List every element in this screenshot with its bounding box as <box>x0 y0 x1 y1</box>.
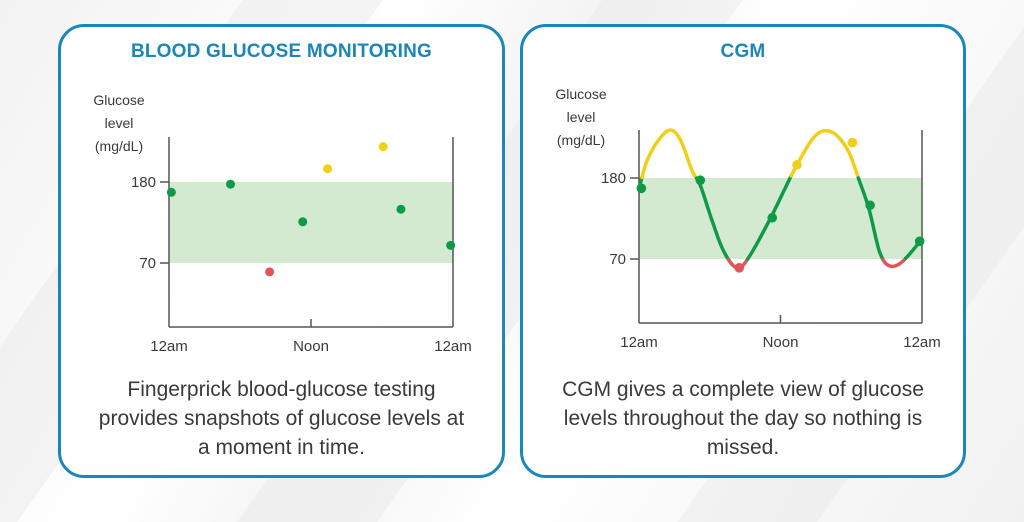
blood-glucose-monitoring-panel: BLOOD GLUCOSE MONITORING Glucose level (mg… <box>58 24 505 478</box>
target-range-band <box>639 178 922 259</box>
target-range-band <box>169 182 453 263</box>
glucose-reading-point <box>636 183 647 194</box>
glucose-curve-segment <box>746 174 793 261</box>
y-axis-title-line: (mg/dL) <box>557 132 605 148</box>
glucose-reading-point <box>323 164 333 174</box>
x-tick-label: 12am <box>620 334 658 351</box>
x-tick-label: 12am <box>434 338 472 355</box>
y-tick-label: 70 <box>139 255 156 272</box>
x-tick-label: 12am <box>150 338 188 355</box>
glucose-curve-segment <box>640 128 699 180</box>
glucose-reading-point <box>695 175 706 186</box>
glucose-reading-point <box>792 159 802 170</box>
glucose-reading-point <box>265 267 275 277</box>
y-tick-label: 70 <box>609 251 626 268</box>
panel-title: BLOOD GLUCOSE MONITORING <box>130 41 433 62</box>
glucose-curve-segment <box>881 256 908 269</box>
glucose-reading-point <box>914 236 925 247</box>
glucose-reading-point <box>847 137 858 148</box>
glucose-reading-point <box>446 240 456 250</box>
y-axis-title-line: (mg/dL) <box>95 138 143 154</box>
panel-title: CGM <box>720 41 766 62</box>
cgm-panel: CGM Glucose level (mg/dL) 180 70 12am Noon 12am… <box>520 24 966 478</box>
y-axis-title-line: level <box>567 109 596 125</box>
glucose-reading-point <box>734 263 745 273</box>
y-tick-label: 180 <box>131 174 156 191</box>
cgm-chart: Glucose level (mg/dL) 180 70 12am Noon 12am <box>555 86 941 351</box>
y-tick-label: 180 <box>601 170 626 187</box>
y-axis-title-line: Glucose <box>555 86 607 102</box>
panel-caption: CGM gives a complete view of glucose lev… <box>562 378 924 459</box>
glucose-reading-point <box>298 217 308 227</box>
y-axis-title-line: Glucose <box>93 92 145 108</box>
glucose-reading-point <box>226 179 236 189</box>
bgm-chart: Glucose level (mg/dL) 180 70 12am Noon 12am <box>93 92 472 355</box>
glucose-reading-point <box>396 204 406 214</box>
glucose-reading-point <box>865 200 875 211</box>
glucose-curve-segment <box>694 176 731 262</box>
x-tick-label: Noon <box>763 334 799 351</box>
glucose-reading-point <box>378 142 388 152</box>
panel-caption: Fingerprick blood-glucose testing provid… <box>98 378 465 459</box>
glucose-curve-segment <box>789 128 861 180</box>
y-axis-title-line: level <box>105 115 134 131</box>
x-tick-label: Noon <box>293 338 329 355</box>
x-tick-label: 12am <box>903 334 941 351</box>
glucose-reading-point <box>767 212 778 223</box>
glucose-curve-segment <box>856 176 885 262</box>
glucose-reading-point <box>166 187 176 197</box>
